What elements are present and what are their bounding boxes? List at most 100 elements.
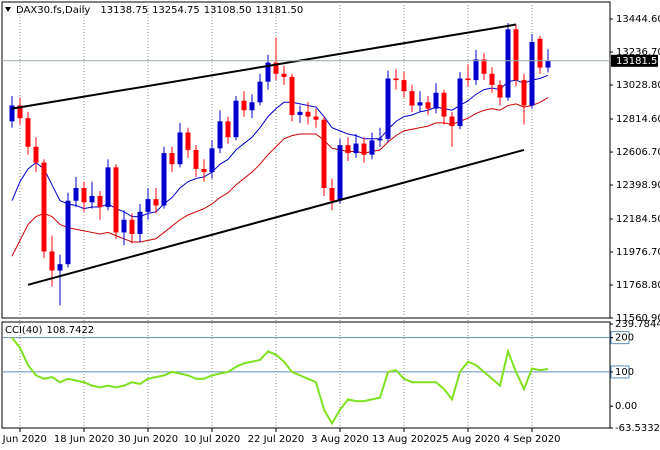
cci-title: CCI(40) 108.7422 (5, 325, 94, 336)
x-tick-label: 10 Jul 2020 (184, 434, 241, 445)
candle-body (265, 62, 271, 82)
candle-body (409, 91, 415, 106)
ohlc-label: 13108.50 (204, 5, 252, 16)
y-tick-label: 13028.80 (616, 80, 660, 91)
candle-body (433, 92, 439, 109)
candle-body (281, 73, 287, 77)
ohlc-label: 13138.75 (100, 5, 148, 16)
candle-body (505, 29, 511, 98)
candle-body (169, 153, 175, 165)
cci-value: 108.7422 (46, 325, 94, 336)
x-tick-label: 8 Jun 2020 (0, 434, 47, 445)
candle-body (545, 60, 551, 68)
x-tick-label: 3 Aug 2020 (311, 434, 369, 445)
symbol: DAX30.fs,Daily (16, 5, 90, 16)
candle-body (489, 73, 495, 85)
candle-body (513, 29, 519, 81)
candle-body (305, 111, 311, 117)
candle-body (97, 195, 103, 208)
y-tick-label: 12184.50 (616, 214, 660, 225)
x-tick-label: 4 Sep 2020 (503, 434, 560, 445)
candle-body (65, 200, 71, 265)
y-tick-label: -63.5332 (615, 423, 660, 434)
candle-body (193, 149, 199, 169)
candle-body (457, 78, 463, 127)
y-tick-label: 13444.60 (616, 14, 660, 25)
candle-body (417, 102, 423, 106)
y-tick-label: 12398.90 (616, 180, 660, 191)
candle-body (25, 118, 31, 147)
trendline (27, 148, 525, 286)
candle-body (129, 219, 135, 235)
candle-body (113, 167, 119, 233)
y-tick-label: 13236.70 (616, 47, 660, 58)
candle-body (289, 76, 295, 115)
candle-body (313, 116, 319, 120)
candle-body (185, 132, 191, 150)
main-panel (1, 1, 611, 319)
cci-panel (1, 321, 611, 429)
candle-body (297, 111, 303, 115)
y-tick-label: 200 (615, 333, 634, 344)
candle-body (161, 153, 167, 206)
x-tick-label: 22 Jul 2020 (248, 434, 305, 445)
candle-body (17, 105, 23, 119)
y-tick-label: 100 (615, 367, 634, 378)
candle-body (473, 59, 479, 81)
y-tick-label: 12814.60 (616, 114, 660, 125)
candle-body (425, 102, 431, 109)
candle-body (257, 81, 263, 103)
ohlc-label: 13254.75 (152, 5, 200, 16)
candle-body (137, 211, 143, 235)
candle-body (465, 78, 471, 81)
candle-body (393, 78, 399, 81)
candle-body (153, 199, 159, 206)
candle-body (385, 78, 391, 139)
candle-body (49, 251, 55, 271)
candle-body (241, 100, 247, 111)
candle-body (401, 80, 407, 92)
candle-body (537, 38, 543, 68)
candle-body (177, 132, 183, 165)
last-price-label: 13181.50 (616, 56, 660, 67)
candle-body (145, 199, 151, 212)
candle-body (369, 140, 375, 155)
candle-body (33, 146, 39, 163)
candle-body (217, 121, 223, 149)
cci-line (11, 337, 549, 426)
candle-body (441, 92, 447, 117)
y-tick-label: 239.7844 (615, 319, 660, 330)
candle-body (121, 219, 127, 233)
candle-body (377, 138, 383, 141)
x-tick-label: 18 Jun 2020 (54, 434, 114, 445)
candle-body (209, 148, 215, 173)
candle-body (105, 167, 111, 208)
candle-body (41, 162, 47, 252)
y-tick-label: 11976.70 (616, 247, 660, 258)
candle-body (521, 80, 527, 106)
y-tick-label: 0.00 (615, 401, 637, 412)
candle-body (225, 121, 231, 138)
y-tick-label: 11560.90 (616, 313, 660, 324)
x-tick-label: 13 Aug 2020 (372, 434, 436, 445)
candle-body (529, 41, 535, 106)
candle-body (73, 188, 79, 201)
candle-body (361, 143, 367, 155)
candle-body (57, 264, 63, 271)
candle-body (329, 188, 335, 201)
candle-body (449, 116, 455, 127)
x-tick-label: 30 Jun 2020 (118, 434, 178, 445)
y-tick-label: 11768.80 (616, 280, 660, 291)
chart-title: DAX30.fs,Daily 13138.75 13254.75 13108.50 13… (16, 5, 303, 16)
candle-body (345, 145, 351, 154)
x-tick-label: 25 Aug 2020 (436, 434, 500, 445)
candle-body (273, 62, 279, 74)
last-price-box (611, 54, 658, 67)
candle-body (497, 84, 503, 98)
candle-body (81, 188, 87, 203)
cci-name: CCI(40) (5, 325, 43, 336)
title-marker (5, 7, 11, 12)
candle-body (337, 145, 343, 201)
